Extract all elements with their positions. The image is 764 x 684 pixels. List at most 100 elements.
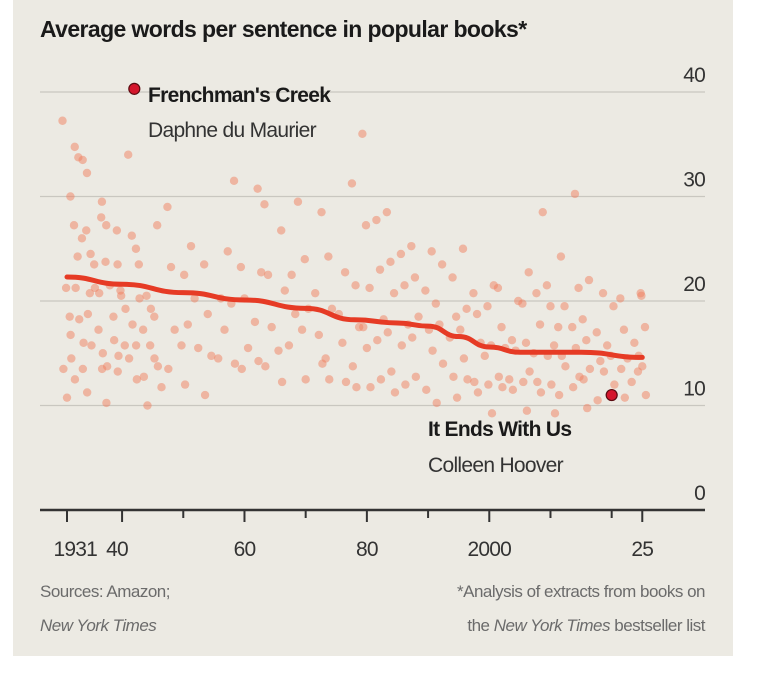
data-point — [463, 375, 472, 384]
data-point — [94, 325, 103, 334]
data-point — [362, 343, 372, 353]
data-point — [538, 207, 547, 217]
data-point — [366, 383, 375, 392]
data-point — [180, 380, 190, 389]
x-tick-label: 1931 — [53, 538, 97, 561]
data-point — [533, 377, 542, 387]
data-point — [602, 341, 612, 350]
data-point — [568, 322, 577, 332]
data-point — [505, 375, 514, 384]
data-point — [109, 312, 118, 321]
data-point — [77, 234, 87, 243]
data-point — [382, 207, 392, 217]
data-point — [260, 200, 269, 209]
data-point — [59, 364, 68, 374]
data-point — [593, 396, 602, 405]
data-point — [408, 333, 417, 342]
data-point — [462, 304, 471, 314]
data-point — [390, 388, 400, 397]
highlight-point — [605, 388, 618, 402]
data-point — [484, 380, 493, 389]
data-point — [535, 320, 545, 329]
data-point — [250, 317, 260, 327]
data-point — [389, 288, 399, 298]
data-point — [574, 283, 583, 293]
footnote-italic: New York Times — [494, 616, 611, 635]
data-point — [637, 291, 646, 300]
data-point — [82, 226, 91, 235]
data-point — [121, 304, 130, 314]
data-point — [297, 325, 307, 334]
data-point — [280, 286, 289, 295]
scatter-points — [58, 116, 651, 418]
data-point — [497, 322, 506, 332]
data-point — [113, 367, 122, 376]
data-point — [78, 155, 87, 165]
data-point — [641, 390, 651, 400]
data-point — [451, 312, 461, 321]
data-point — [508, 385, 518, 395]
data-point — [494, 372, 504, 381]
data-point — [236, 262, 246, 272]
y-tick-label: 0 — [694, 482, 705, 505]
data-point — [135, 294, 144, 303]
data-point — [585, 364, 595, 374]
highlight-points — [128, 82, 618, 402]
annotation-frenchmans-creek-title: Frenchman's Creek — [148, 84, 331, 107]
data-point — [152, 221, 162, 230]
data-point — [314, 330, 324, 340]
data-point — [554, 322, 563, 332]
data-point — [431, 299, 441, 308]
data-point — [78, 364, 88, 374]
data-point — [617, 364, 626, 374]
data-point — [143, 401, 152, 410]
data-point — [549, 341, 559, 350]
data-point — [458, 244, 468, 253]
data-point — [358, 129, 367, 138]
data-point — [190, 294, 199, 303]
data-point — [229, 176, 239, 186]
data-point — [277, 377, 287, 387]
footnote-line-2: the New York Times bestseller list — [467, 616, 705, 635]
source-line-2: New York Times — [40, 616, 157, 635]
data-point — [542, 281, 552, 290]
data-point — [438, 359, 448, 368]
data-point — [150, 312, 159, 321]
data-point — [536, 388, 546, 397]
data-point — [546, 302, 555, 311]
data-point — [448, 273, 457, 282]
data-point — [102, 398, 111, 408]
data-point — [254, 356, 263, 366]
data-point — [568, 383, 578, 392]
data-point — [525, 367, 534, 376]
data-point — [113, 260, 122, 269]
data-point — [300, 255, 309, 264]
data-point — [134, 260, 144, 269]
data-point — [325, 375, 334, 384]
data-point — [347, 179, 357, 188]
data-point — [82, 388, 92, 397]
data-point — [293, 197, 303, 206]
data-point — [301, 375, 310, 384]
data-point — [507, 335, 517, 345]
data-point — [131, 244, 141, 253]
data-point — [480, 351, 489, 361]
data-point — [610, 380, 619, 389]
data-point — [396, 249, 406, 259]
data-point — [554, 390, 564, 400]
data-point — [638, 362, 647, 371]
data-point — [640, 322, 650, 332]
data-point — [352, 383, 361, 392]
data-point — [146, 304, 156, 314]
data-point — [138, 325, 148, 334]
y-tick-label: 30 — [683, 169, 705, 192]
chart-title: Average words per sentence in popular bo… — [40, 16, 527, 42]
data-point — [365, 283, 374, 293]
data-point — [327, 304, 337, 314]
data-point — [223, 247, 232, 256]
data-point — [469, 288, 478, 298]
data-point — [183, 320, 192, 329]
data-point — [550, 409, 560, 418]
data-point — [400, 281, 409, 290]
data-point — [153, 362, 163, 371]
